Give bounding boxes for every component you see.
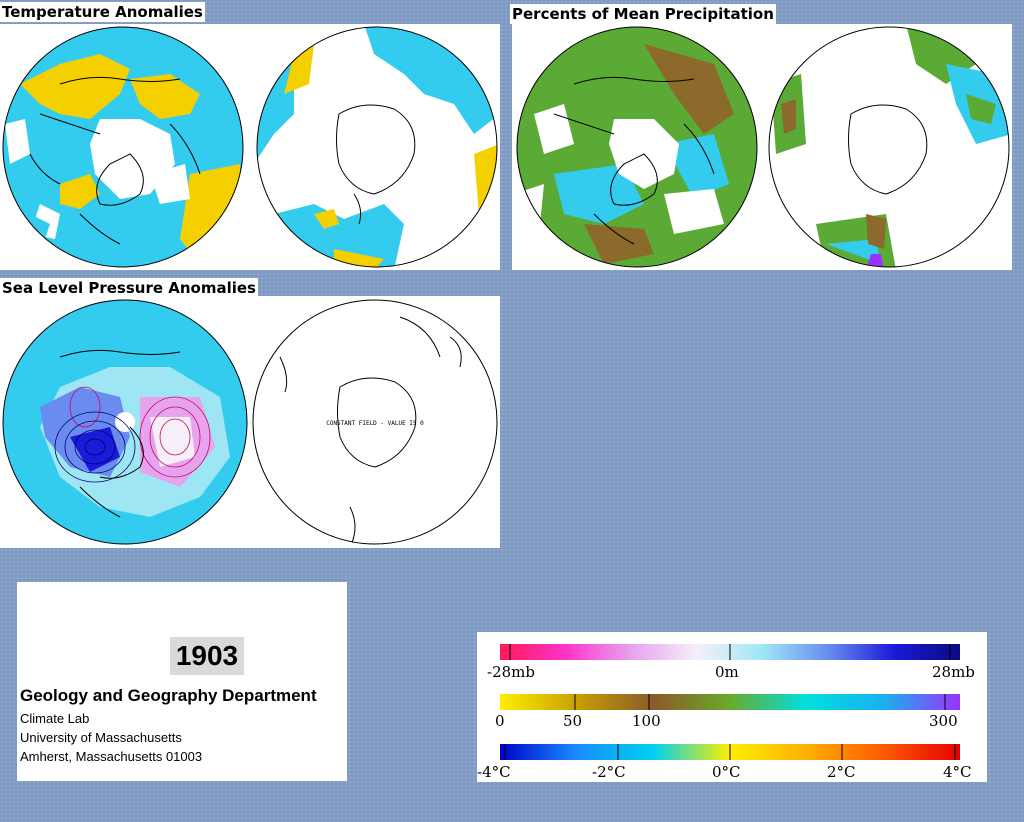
pressure-north-map[interactable]: [0, 297, 250, 547]
constant-field-label: CONSTANT FIELD - VALUE IS 0: [326, 420, 424, 427]
precipitation-title: Percents of Mean Precipitation: [510, 4, 776, 24]
info-box: 1903 Geology and Geography Department Cl…: [17, 582, 347, 781]
precip-label-100: 100: [632, 712, 661, 730]
temp-label-0: 0°C: [712, 763, 741, 781]
precip-label-50: 50: [563, 712, 582, 730]
year-label: 1903: [170, 637, 244, 675]
temp-label-2: 2°C: [827, 763, 856, 781]
precipitation-north-map[interactable]: [514, 24, 760, 270]
address-line: Amherst, Massachusetts 01003: [20, 749, 203, 764]
university-name: University of Massachusetts: [20, 730, 182, 745]
temp-label-minus4: -4°C: [477, 763, 511, 781]
precip-label-0: 0: [495, 712, 505, 730]
pressure-south-map[interactable]: CONSTANT FIELD - VALUE IS 0: [250, 297, 500, 547]
color-legend: -28mb 0m 28mb 0 50 100 300 -4°C -2°C 0°C…: [477, 632, 987, 782]
pressure-label-min: -28mb: [487, 663, 535, 681]
temperature-title: Temperature Anomalies: [0, 2, 205, 22]
pressure-label-max: 28mb: [932, 663, 975, 681]
precip-label-300: 300: [929, 712, 958, 730]
pressure-label-mid: 0m: [715, 663, 739, 681]
precipitation-south-map[interactable]: [766, 24, 1012, 270]
precipitation-colorbar: [500, 694, 960, 710]
temp-label-4: 4°C: [943, 763, 972, 781]
temp-label-minus2: -2°C: [592, 763, 626, 781]
temperature-south-map[interactable]: [254, 24, 500, 270]
department-name: Geology and Geography Department: [20, 686, 317, 705]
legend-svg: -28mb 0m 28mb 0 50 100 300 -4°C -2°C 0°C…: [477, 644, 975, 781]
pressure-title: Sea Level Pressure Anomalies: [0, 278, 258, 298]
temperature-north-map[interactable]: [0, 24, 246, 270]
lab-name: Climate Lab: [20, 711, 90, 726]
